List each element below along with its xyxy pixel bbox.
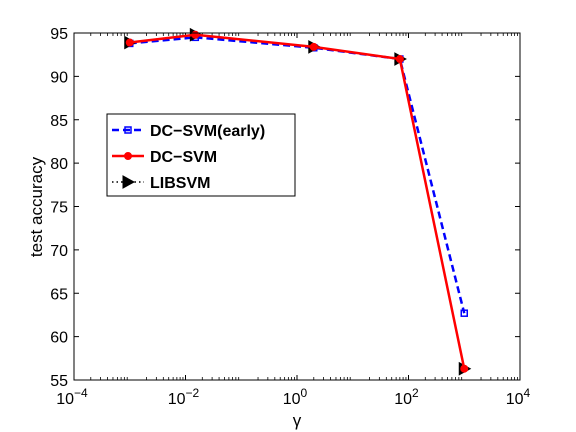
legend-entry: DC−SVM bbox=[112, 149, 217, 166]
y-tick-label: 85 bbox=[50, 113, 68, 130]
series-line bbox=[129, 36, 466, 314]
series-1 bbox=[125, 30, 469, 373]
x-tick-label: 104 bbox=[506, 386, 531, 408]
y-tick-label: 75 bbox=[50, 200, 68, 217]
x-tick-label: 102 bbox=[394, 386, 419, 408]
plot-area bbox=[74, 33, 520, 380]
data-point bbox=[460, 309, 468, 317]
legend-label: LIBSVM bbox=[150, 175, 210, 192]
y-tick-label: 80 bbox=[50, 156, 68, 173]
legend-entry: DC−SVM(early) bbox=[112, 123, 265, 140]
y-axis-label: test accuracy bbox=[27, 156, 46, 257]
y-tick-label: 65 bbox=[50, 286, 68, 303]
data-point bbox=[309, 42, 318, 51]
y-tick-label: 55 bbox=[50, 373, 68, 390]
x-axis-label: γ bbox=[293, 411, 302, 430]
y-tick-label: 90 bbox=[50, 69, 68, 86]
data-point bbox=[122, 175, 136, 189]
legend: DC−SVM(early) DC−SVM LIBSVM bbox=[106, 113, 296, 197]
data-point bbox=[125, 38, 134, 47]
data-point bbox=[460, 364, 469, 373]
legend-label: DC−SVM(early) bbox=[150, 123, 265, 140]
legend-label: DC−SVM bbox=[150, 149, 217, 166]
data-point bbox=[124, 152, 132, 160]
legend-entry: LIBSVM bbox=[112, 175, 210, 192]
y-tick-label: 95 bbox=[50, 26, 68, 43]
x-tick-label: 10−4 bbox=[56, 386, 88, 408]
x-tick-label: 10−2 bbox=[168, 386, 200, 408]
y-tick-label: 70 bbox=[50, 243, 68, 260]
data-point bbox=[395, 55, 404, 64]
data-point bbox=[124, 126, 132, 134]
x-tick-label: 100 bbox=[283, 386, 308, 408]
legend-box bbox=[106, 113, 296, 197]
data-point bbox=[191, 30, 200, 39]
y-tick-label: 60 bbox=[50, 330, 68, 347]
plot-frame bbox=[73, 32, 521, 381]
